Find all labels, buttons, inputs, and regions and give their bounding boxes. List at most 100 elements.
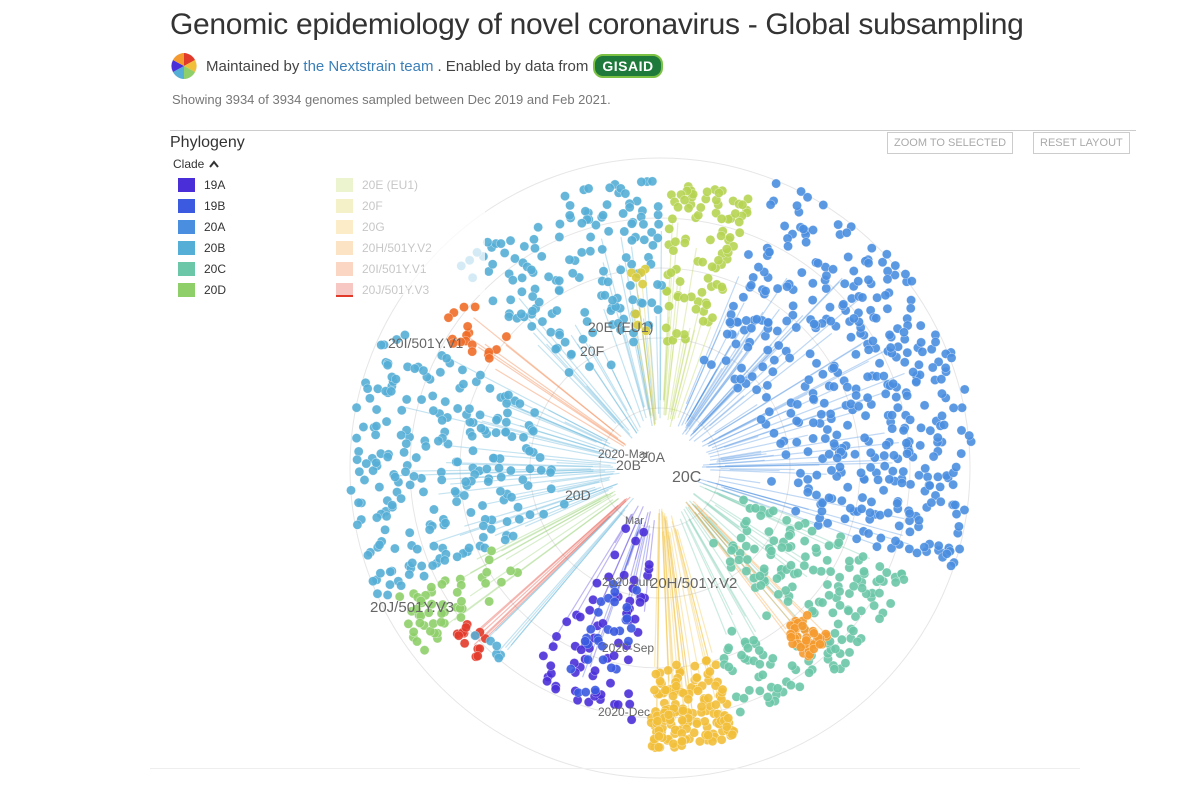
tree-tip — [396, 493, 407, 504]
tree-tip — [590, 685, 601, 695]
tree-tip — [905, 414, 916, 425]
tree-branch — [692, 344, 773, 433]
tree-tip — [478, 532, 489, 543]
tree-tip — [551, 305, 562, 316]
tree-tip — [937, 410, 947, 421]
tree-tip — [448, 338, 459, 349]
tree-tip — [560, 191, 570, 202]
tree-branch — [537, 344, 617, 424]
tree-tip — [742, 342, 753, 353]
tree-tip — [580, 636, 591, 647]
tree-tip — [757, 669, 768, 680]
tree-tip — [508, 531, 519, 541]
tree-tip — [424, 524, 435, 535]
tree-tip — [646, 227, 657, 238]
sample-summary: Showing 3934 of 3934 genomes sampled bet… — [172, 92, 611, 107]
tree-tip — [764, 247, 775, 257]
tree-tip — [755, 510, 766, 521]
legend-item[interactable]: 19B — [178, 199, 225, 213]
tree-tip — [597, 641, 608, 652]
tree-tip — [626, 623, 637, 634]
tree-tip — [641, 325, 651, 336]
panel-divider — [170, 130, 1136, 131]
tree-label: 20F — [580, 343, 604, 359]
tree-tip — [905, 303, 916, 314]
maintainer-link[interactable]: the Nextstrain team — [303, 57, 434, 75]
tree-tip — [756, 414, 766, 425]
tree-branch — [669, 330, 690, 420]
tree-tip — [663, 665, 673, 676]
tree-tip — [507, 275, 518, 286]
tree-tip — [609, 587, 620, 597]
tree-tip — [866, 243, 877, 254]
tree-tip — [924, 480, 935, 491]
legend-toggle[interactable]: Clade — [173, 157, 220, 171]
tree-tip — [391, 334, 402, 345]
tree-tip — [792, 200, 802, 211]
gisaid-badge[interactable]: GISAID — [593, 54, 663, 78]
bottom-divider — [150, 768, 1080, 769]
tree-tip — [545, 660, 556, 671]
tree-tip — [598, 210, 608, 221]
tree-branch — [703, 395, 745, 431]
tree-tip — [456, 596, 467, 607]
tree-tip — [933, 540, 944, 551]
tree-branch — [637, 294, 656, 425]
legend-item[interactable]: 20B — [178, 241, 225, 255]
tree-tip — [828, 264, 838, 275]
tree-tip — [419, 645, 430, 656]
tree-tip — [834, 572, 845, 583]
tree-tip — [695, 202, 706, 213]
tree-tip — [505, 235, 516, 246]
enabled-text: . Enabled by data from — [437, 57, 589, 75]
tree-tip — [726, 545, 737, 556]
tree-tip — [817, 597, 828, 608]
tree-branch — [665, 519, 691, 715]
tree-tip — [624, 202, 635, 213]
tree-tip — [411, 452, 422, 463]
tree-tip — [625, 280, 636, 291]
tree-branch — [661, 510, 670, 681]
tree-tip — [887, 410, 897, 421]
tree-tip — [535, 452, 546, 463]
tree-tip — [928, 451, 939, 462]
tree-tip — [500, 534, 511, 545]
tree-tip — [811, 490, 822, 500]
tree-branch — [661, 531, 671, 708]
reset-layout-button[interactable]: RESET LAYOUT — [1033, 132, 1130, 154]
tree-tip — [467, 346, 478, 357]
legend-item[interactable]: 20A — [178, 220, 225, 234]
tree-tip — [808, 225, 818, 235]
tree-tip — [699, 355, 710, 365]
tree-branch — [673, 307, 707, 420]
tree-branch — [698, 478, 809, 511]
tree-tip — [727, 729, 738, 740]
tree-tip — [599, 290, 610, 301]
tree-tip — [705, 234, 716, 245]
tree-tip — [567, 268, 578, 279]
tree-tip — [736, 363, 747, 373]
tree-tip — [358, 422, 369, 432]
legend-item[interactable]: 20D — [178, 283, 226, 297]
zoom-to-selected-button[interactable]: ZOOM TO SELECTED — [887, 132, 1014, 154]
tree-tip — [902, 448, 913, 459]
legend-item[interactable]: 20C — [178, 262, 226, 276]
tree-tip — [914, 359, 924, 370]
legend-item[interactable]: 19A — [178, 178, 225, 192]
tree-tip — [874, 561, 885, 572]
tree-branch — [676, 529, 713, 653]
tree-branch — [700, 512, 804, 626]
tree-tip — [771, 178, 782, 189]
tree-tip — [664, 223, 675, 234]
tree-label: 20C — [672, 469, 701, 486]
tree-branch — [668, 535, 693, 709]
tree-tip — [825, 566, 836, 577]
tree-tip — [762, 345, 773, 356]
tree-tip — [419, 571, 429, 581]
tree-tip — [542, 676, 552, 687]
tree-branch — [627, 526, 642, 566]
tree-tip — [518, 432, 529, 443]
tree-branch — [473, 515, 611, 646]
tree-tip — [517, 474, 528, 485]
